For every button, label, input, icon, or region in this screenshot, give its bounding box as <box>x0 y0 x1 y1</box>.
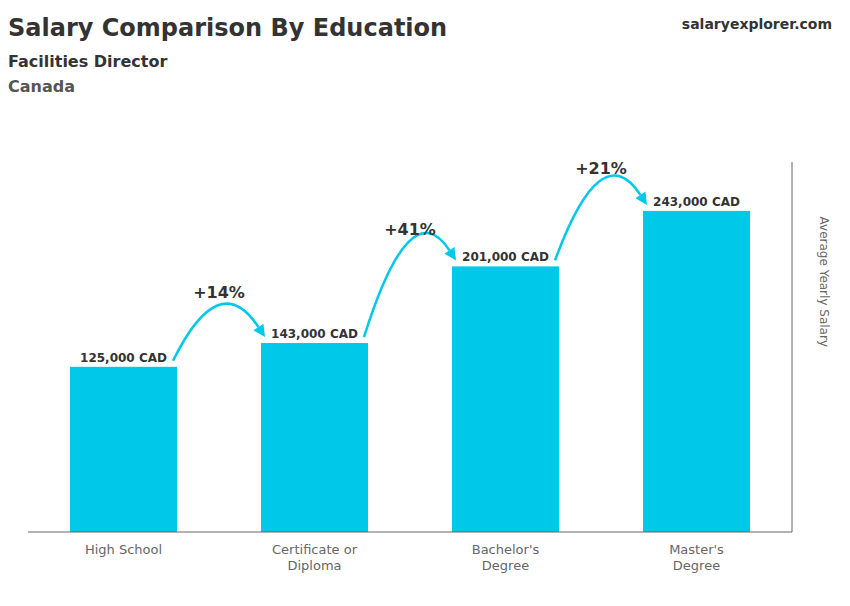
html-text:Facilities Director: Facilities Director <box>8 52 168 71</box>
svg-text:+41%: +41% <box>384 220 436 239</box>
svg-text:Bachelor'sDegree: Bachelor'sDegree <box>472 542 540 573</box>
svg-text:201,000 CAD: 201,000 CAD <box>462 250 549 264</box>
svg-text:+14%: +14% <box>193 283 245 302</box>
svg-text:143,000 CAD: 143,000 CAD <box>271 327 358 341</box>
svg-text:Master'sDegree: Master'sDegree <box>669 542 724 573</box>
svg-text:125,000 CAD: 125,000 CAD <box>80 351 167 365</box>
html-text:Salary Comparison By Education: Salary Comparison By Education <box>8 14 448 42</box>
svg-text:+21%: +21% <box>575 162 627 178</box>
svg-text:Average Yearly Salary: Average Yearly Salary <box>817 217 831 347</box>
svg-text:Certificate orDiploma: Certificate orDiploma <box>272 542 358 573</box>
html-text:salaryexplorer.com: salaryexplorer.com <box>681 16 832 32</box>
svg-text:High School: High School <box>85 542 162 557</box>
html-text:Canada: Canada <box>8 77 75 96</box>
svg-text:243,000 CAD: 243,000 CAD <box>653 195 740 209</box>
